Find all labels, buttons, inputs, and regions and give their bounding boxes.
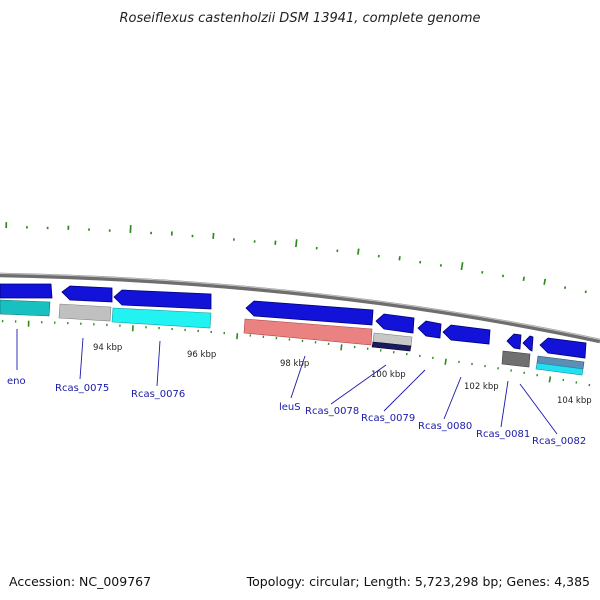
- scale-major-tick: [340, 344, 343, 351]
- gene-label-leuS[interactable]: leuS: [279, 402, 301, 413]
- scale-label-96: 96 kbp: [187, 350, 216, 360]
- cds-leuS[interactable]: [245, 300, 374, 326]
- scale-label-100: 100 kbp: [371, 370, 406, 380]
- cog-bar-eno: [0, 299, 51, 317]
- gc-tick: [398, 256, 401, 261]
- gene-label-Rcas_0078[interactable]: Rcas_0078: [305, 406, 359, 417]
- scale-track: [1, 320, 591, 387]
- accession-text: Accession: NC_009767: [9, 574, 151, 589]
- gene-label-Rcas_0076[interactable]: Rcas_0076: [131, 389, 185, 400]
- gene-label-Rcas_0081[interactable]: Rcas_0081: [476, 429, 530, 440]
- gene-label-eno[interactable]: eno: [7, 376, 26, 387]
- cds-Rcas_0075[interactable]: [61, 285, 113, 303]
- map-title: Roseiflexus castenholzii DSM 13941, comp…: [120, 11, 481, 26]
- backbone-ring: [0, 272, 600, 344]
- gene-labels: eno Rcas_0075 Rcas_0076 leuS Rcas_0078 R…: [7, 376, 586, 447]
- gc-tick: [212, 232, 215, 239]
- scale-label-94: 94 kbp: [93, 343, 122, 353]
- gc-tick: [357, 248, 360, 255]
- gene-label-Rcas_0075[interactable]: Rcas_0075: [55, 383, 109, 394]
- gc-content-track: [5, 222, 587, 294]
- scale-major-tick: [236, 333, 239, 340]
- cog-track: [0, 299, 585, 376]
- cog-bar-Rcas_0078-dark: [371, 341, 412, 352]
- cog-bar-Rcas_0076: [111, 307, 212, 329]
- cds-Rcas_0081-b[interactable]: [522, 335, 534, 352]
- cog-bar-Rcas_0075: [58, 303, 112, 322]
- cog-bar-Rcas_0082-cyan: [535, 362, 584, 376]
- gene-label-Rcas_0080[interactable]: Rcas_0080: [418, 421, 472, 432]
- gc-tick: [295, 239, 298, 248]
- cds-eno[interactable]: [0, 283, 53, 299]
- cog-bar-leuS: [243, 318, 373, 346]
- cds-Rcas_0082[interactable]: [539, 337, 587, 359]
- gc-tick: [522, 276, 526, 282]
- cds-Rcas_0078[interactable]: [375, 313, 415, 334]
- gene-label-Rcas_0079[interactable]: Rcas_0079: [361, 413, 415, 424]
- cds-Rcas_0081-a[interactable]: [506, 333, 522, 350]
- cog-bar-Rcas_0081: [501, 350, 531, 368]
- scale-major-tick: [444, 358, 447, 365]
- cds-track: [0, 283, 587, 359]
- scale-major-tick: [548, 376, 552, 383]
- gc-tick: [460, 262, 464, 271]
- scale-labels: 94 kbp 96 kbp 98 kbp 100 kbp 102 kbp 104…: [93, 343, 592, 406]
- gene-label-leaders: [16, 329, 558, 435]
- gc-tick: [543, 278, 547, 285]
- cds-Rcas_0079[interactable]: [417, 320, 442, 339]
- scale-label-98: 98 kbp: [280, 359, 309, 369]
- genome-summary-text: Topology: circular; Length: 5,723,298 bp…: [246, 574, 590, 589]
- scale-label-104: 104 kbp: [557, 396, 592, 406]
- cds-Rcas_0080[interactable]: [442, 324, 491, 345]
- cds-Rcas_0076[interactable]: [113, 289, 212, 310]
- gene-label-Rcas_0082[interactable]: Rcas_0082: [532, 436, 586, 447]
- scale-label-102: 102 kbp: [464, 382, 499, 392]
